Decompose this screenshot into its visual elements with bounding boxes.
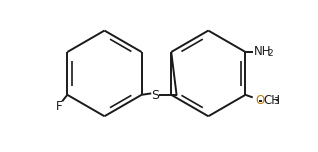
Text: O: O xyxy=(255,94,265,107)
Text: F: F xyxy=(56,100,63,113)
Text: NH: NH xyxy=(254,45,272,58)
Text: S: S xyxy=(151,89,159,102)
Text: 3: 3 xyxy=(273,97,279,106)
Text: CH: CH xyxy=(263,93,280,107)
Text: 2: 2 xyxy=(267,48,273,57)
